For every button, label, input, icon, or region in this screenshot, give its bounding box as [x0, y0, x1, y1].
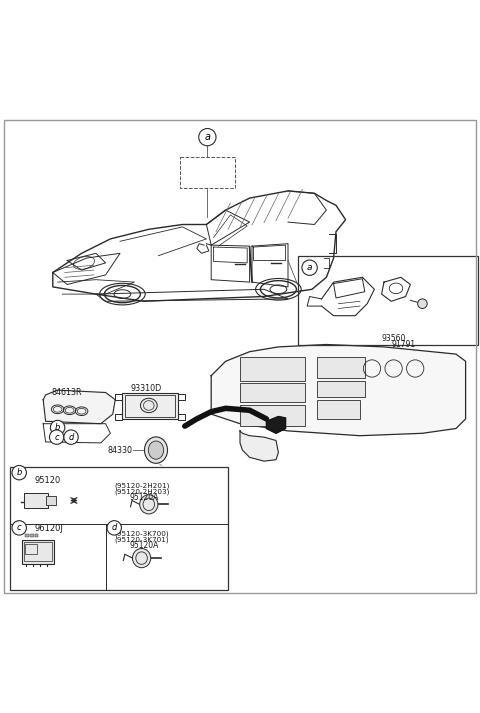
Text: d: d	[68, 433, 74, 441]
Bar	[24, 493, 48, 508]
Bar	[25, 534, 29, 537]
Bar	[317, 356, 365, 378]
Text: 95120A: 95120A	[129, 540, 159, 550]
Bar	[240, 383, 305, 402]
Polygon shape	[211, 344, 466, 436]
Circle shape	[50, 421, 65, 435]
Text: c: c	[17, 523, 22, 533]
Bar	[25, 544, 37, 554]
Ellipse shape	[144, 437, 168, 463]
Bar	[35, 534, 38, 537]
Bar	[317, 400, 360, 419]
Circle shape	[12, 520, 26, 535]
Text: 95120A: 95120A	[129, 493, 159, 502]
Bar	[122, 392, 178, 419]
Bar	[10, 467, 228, 590]
Circle shape	[302, 260, 317, 275]
Text: b: b	[16, 468, 22, 477]
Circle shape	[49, 430, 64, 444]
Bar	[125, 395, 175, 416]
Bar	[180, 158, 235, 188]
Bar	[30, 534, 34, 537]
Ellipse shape	[140, 495, 158, 514]
Text: a: a	[307, 263, 312, 272]
Polygon shape	[266, 416, 286, 434]
Circle shape	[107, 520, 121, 535]
Text: 93310D: 93310D	[131, 384, 162, 393]
Circle shape	[12, 466, 26, 480]
Bar	[240, 404, 305, 426]
Ellipse shape	[148, 441, 164, 459]
Text: c: c	[54, 433, 59, 441]
Bar	[240, 356, 305, 381]
Text: 95120: 95120	[35, 476, 61, 485]
Text: d: d	[111, 523, 117, 533]
Text: b: b	[55, 423, 60, 432]
Text: (95120-2H203): (95120-2H203)	[114, 488, 169, 495]
Bar	[46, 496, 56, 506]
Ellipse shape	[132, 548, 151, 568]
Text: (95120-3K701): (95120-3K701)	[114, 537, 169, 543]
Text: a: a	[204, 132, 210, 142]
Ellipse shape	[140, 399, 157, 413]
Bar	[317, 381, 365, 397]
Text: 93560: 93560	[382, 334, 406, 343]
Text: 84330: 84330	[107, 446, 132, 455]
Polygon shape	[43, 390, 115, 424]
Bar	[22, 540, 54, 564]
Text: 84613R: 84613R	[52, 388, 83, 397]
Text: 91791: 91791	[391, 339, 415, 349]
Circle shape	[199, 128, 216, 145]
Polygon shape	[240, 431, 278, 461]
Text: (95120-2H201): (95120-2H201)	[114, 483, 169, 489]
Circle shape	[418, 299, 427, 309]
Bar	[24, 543, 52, 560]
Circle shape	[64, 430, 78, 444]
Text: 96120J: 96120J	[35, 524, 63, 533]
Bar	[298, 256, 478, 344]
Text: (95120-3K700): (95120-3K700)	[114, 531, 169, 538]
